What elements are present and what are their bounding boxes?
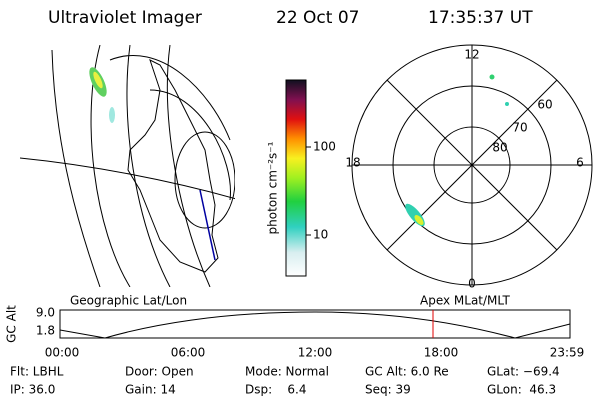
colorbar-label: photon cm⁻²s⁻¹ bbox=[266, 141, 280, 234]
x-tick-label: 00:00 bbox=[45, 346, 80, 360]
status-field: Door: Open bbox=[125, 365, 194, 379]
status-field: Gain: 14 bbox=[125, 383, 176, 397]
x-tick-label: 06:00 bbox=[171, 346, 206, 360]
geographic-map bbox=[20, 45, 235, 287]
colorbar-tick-label: 100 bbox=[313, 140, 336, 154]
lat-label: 70 bbox=[512, 121, 527, 135]
strip-right-label: Apex MLat/MLT bbox=[420, 294, 510, 308]
lat-label: 60 bbox=[537, 98, 552, 112]
strip-left-label: Geographic Lat/Lon bbox=[70, 294, 187, 308]
date: 22 Oct 07 bbox=[276, 8, 359, 28]
lat-label: 80 bbox=[492, 141, 507, 155]
mlt-label: 12 bbox=[464, 48, 479, 62]
status-field: GLat: −69.4 bbox=[487, 365, 560, 379]
colorbar bbox=[285, 79, 307, 277]
x-tick-label: 18:00 bbox=[424, 346, 459, 360]
mlt-label: 0 bbox=[468, 277, 476, 291]
status-field: Seq: 39 bbox=[365, 383, 411, 397]
colorbar-tick-label: 10 bbox=[313, 228, 328, 242]
y-tick-label: 9.0 bbox=[36, 306, 55, 320]
x-tick-label: 12:00 bbox=[298, 346, 333, 360]
mlt-label: 18 bbox=[345, 156, 360, 170]
altitude-strip bbox=[59, 309, 571, 339]
x-tick-label: 23:59 bbox=[550, 346, 585, 360]
y-tick-label: 1.8 bbox=[36, 324, 55, 338]
status-field: GLon: 46.3 bbox=[487, 383, 556, 397]
polar-plot bbox=[351, 44, 593, 286]
status-field: GC Alt: 6.0 Re bbox=[365, 365, 449, 379]
mlt-label: 6 bbox=[576, 156, 584, 170]
status-field: Flt: LBHL bbox=[10, 365, 64, 379]
title: Ultraviolet Imager bbox=[48, 8, 202, 28]
strip-axis-label: GC Alt bbox=[5, 305, 19, 343]
status-field: IP: 36.0 bbox=[10, 383, 55, 397]
time: 17:35:37 UT bbox=[428, 8, 533, 28]
status-panel: Flt: LBHL Door: Open Mode: Normal GC Alt: 6… bbox=[10, 365, 560, 397]
status-field: Mode: Normal bbox=[245, 365, 329, 379]
altitude-curve bbox=[59, 311, 571, 339]
status-field: Dsp: 6.4 bbox=[245, 383, 307, 397]
